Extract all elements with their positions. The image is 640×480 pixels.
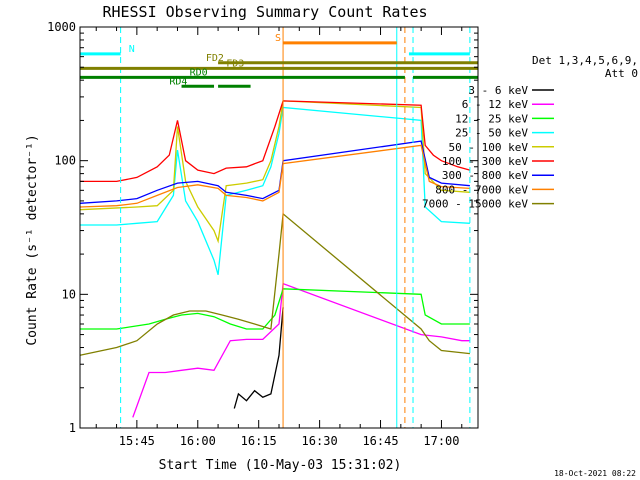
y-tick-label-4: 1000: [47, 20, 76, 34]
y-axis-label: Count Rate (s⁻¹ detector⁻¹): [25, 134, 40, 345]
legend-header-2: Att 0: [605, 67, 638, 80]
chart-title: RHESSI Observing Summary Count Rates: [102, 3, 427, 21]
flag-label-n: N: [129, 44, 135, 55]
y-tick-label-2: 10: [62, 287, 76, 301]
x-tick-label-5: 16:45: [362, 434, 398, 448]
x-tick-label-3: 16:15: [241, 434, 277, 448]
legend-label-7: 300 - 800 keV: [442, 169, 528, 182]
legend-label-6: 100 - 300 keV: [442, 155, 528, 168]
series-line-4: [80, 106, 470, 275]
x-tick-label-2: 16:00: [180, 434, 216, 448]
axes: 1 10 100 1000 15:45 16:00 16:15 16:30 16:45 17:00: [47, 20, 479, 448]
series-line-7: [79, 140, 470, 204]
legend-label-9: 7000 - 15000 keV: [422, 198, 528, 211]
timestamp: 18-Oct-2021 08:22: [554, 469, 636, 478]
flag-label-fd3: FD3: [226, 58, 244, 69]
legend-label-2: 6 - 12 keV: [462, 98, 529, 111]
series-line-8: [79, 144, 470, 208]
x-tick-label-1: 15:45: [119, 434, 155, 448]
legend-label-5: 50 - 100 keV: [449, 141, 529, 154]
legend-label-1: 3 - 6 keV: [468, 84, 528, 97]
x-tick-label-6: 17:00: [423, 434, 459, 448]
series-line-3: [80, 288, 470, 330]
flag-label-s: S: [275, 33, 281, 44]
series-line-9: [79, 212, 470, 356]
series-line-2: [132, 282, 470, 418]
legend-label-8: 800 - 7000 keV: [435, 183, 528, 196]
series-line-1: [233, 307, 284, 409]
x-axis-label: Start Time (10-May-03 15:31:02): [159, 458, 402, 473]
legend-label-4: 25 - 50 keV: [455, 127, 528, 140]
legend-label-3: 12 - 25 keV: [455, 112, 528, 125]
series-line-6: [80, 100, 471, 183]
x-tick-label-4: 16:30: [302, 434, 338, 448]
y-tick-label-3: 100: [54, 154, 76, 168]
flag-label-rd4: RD4: [169, 76, 187, 87]
flag-label-fd2: FD2: [206, 53, 224, 64]
flag-label-rd0: RD0: [190, 67, 208, 78]
y-tick-label-1: 1: [69, 421, 76, 435]
legend-header-1: Det 1,3,4,5,6,9,: [532, 54, 638, 67]
